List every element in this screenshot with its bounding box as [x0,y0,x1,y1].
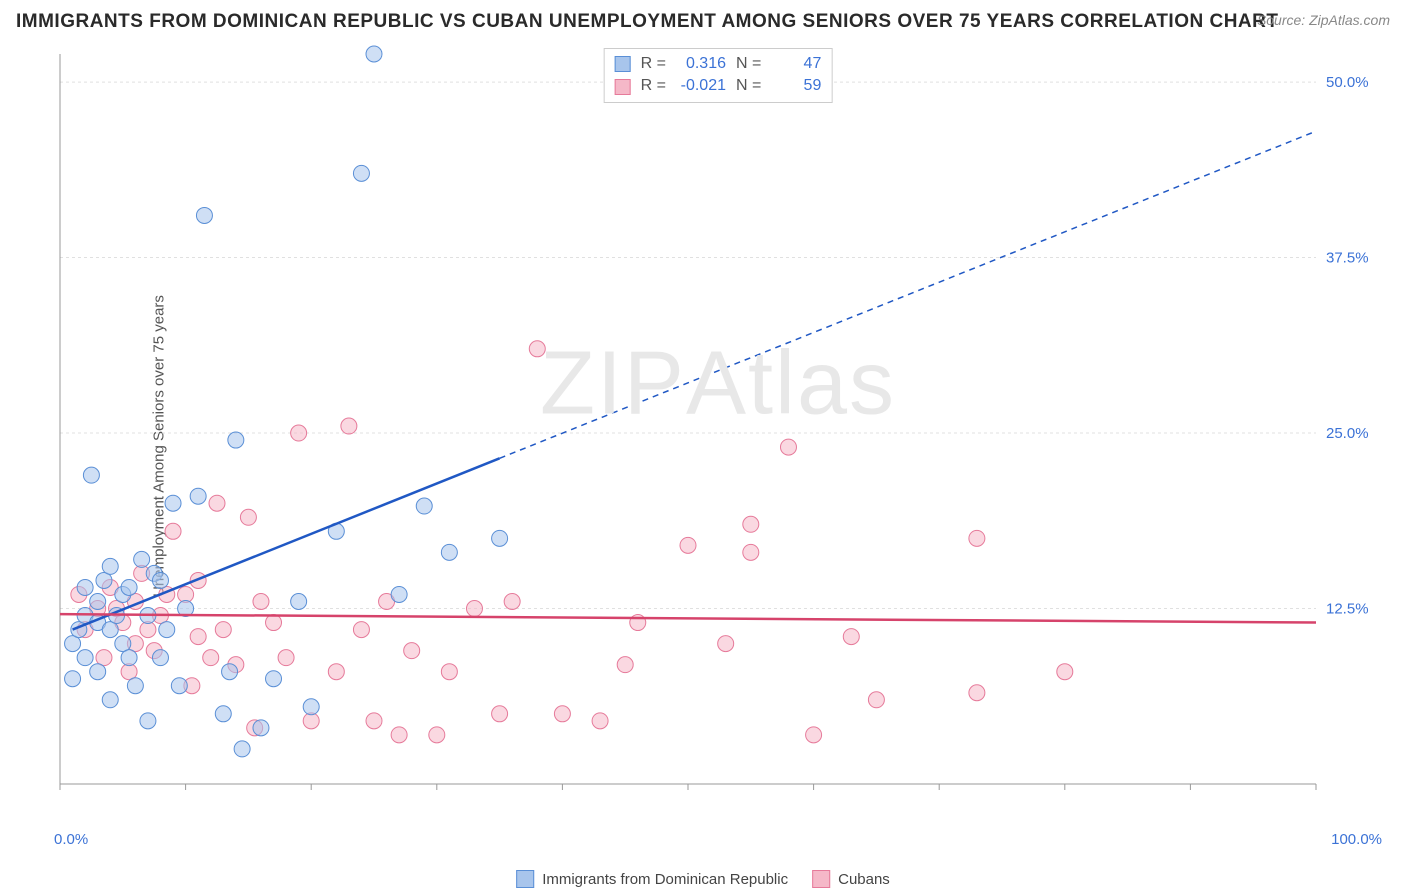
svg-text:37.5%: 37.5% [1326,250,1369,267]
x-axis-min-label: 0.0% [54,831,88,848]
square-icon [812,870,830,888]
legend-label-series1: Immigrants from Dominican Republic [542,871,788,888]
title-bar: IMMIGRANTS FROM DOMINICAN REPUBLIC VS CU… [0,0,1406,44]
x-axis-max-label: 100.0% [1331,831,1382,848]
legend-label-series2: Cubans [838,871,890,888]
stats-legend-box: R = 0.316 N = 47 R = -0.021 N = 59 [604,48,833,103]
legend-item-series2: Cubans [812,870,890,888]
source-label: Source: [1257,12,1305,28]
chart-title: IMMIGRANTS FROM DOMINICAN REPUBLIC VS CU… [16,11,1278,33]
square-icon [516,870,534,888]
series1-r-value: 0.316 [676,53,726,75]
n-label: N = [736,53,761,75]
stats-row-series2: R = -0.021 N = 59 [615,75,822,97]
r-label: R = [641,75,666,97]
bottom-legend: Immigrants from Dominican Republic Cuban… [516,870,890,888]
square-icon [615,79,631,95]
legend-item-series1: Immigrants from Dominican Republic [516,870,788,888]
source-attribution: Source: ZipAtlas.com [1257,12,1390,28]
svg-text:12.5%: 12.5% [1326,601,1369,618]
source-name: ZipAtlas.com [1309,12,1390,28]
scatter-chart: 12.5% 25.0% 37.5% 50.0% [50,44,1386,824]
svg-text:25.0%: 25.0% [1326,425,1369,442]
series2-r-value: -0.021 [676,75,726,97]
stats-row-series1: R = 0.316 N = 47 [615,53,822,75]
series1-n-value: 47 [771,53,821,75]
r-label: R = [641,53,666,75]
n-label: N = [736,75,761,97]
square-icon [615,56,631,72]
svg-text:50.0%: 50.0% [1326,74,1369,91]
plot-area: ZIPAtlas 12.5%25.0%37.5%50.0% R = 0.316 … [50,44,1386,854]
series2-n-value: 59 [771,75,821,97]
